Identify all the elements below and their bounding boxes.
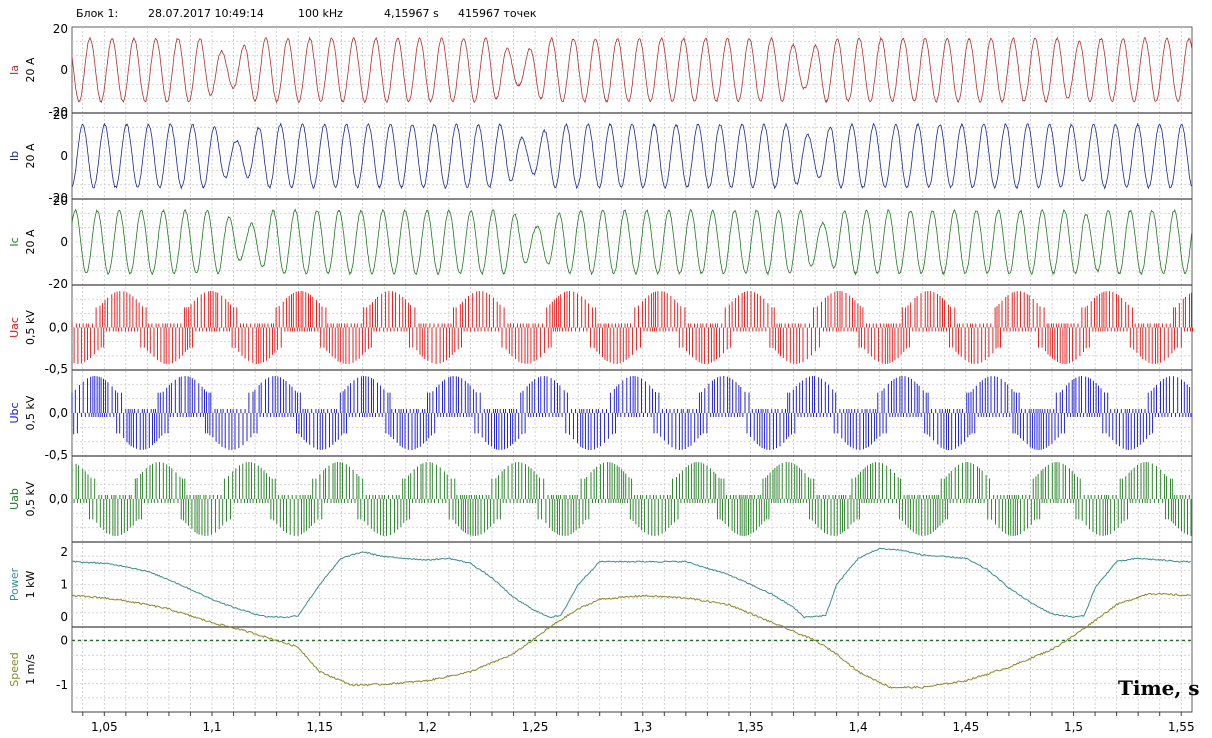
x-tick-label: 1,1 <box>202 720 221 734</box>
channel-scale-label: 20 A <box>24 57 37 82</box>
channel-name-label: Uab <box>8 488 21 510</box>
sample-rate-label: 100 kHz <box>298 7 343 20</box>
y-tick-label: 0,0 <box>49 492 68 506</box>
channel-scale-label: 0,5 kV <box>24 310 37 345</box>
header-bar: Блок 1: 28.07.2017 10:49:14 100 kHz 4,15… <box>72 7 1192 23</box>
channel-name-label: Ia <box>8 65 21 75</box>
y-tick-label: 20 <box>53 22 68 36</box>
y-tick-label: 20 <box>53 194 68 208</box>
y-tick-label: 0,0 <box>49 406 68 420</box>
y-tick-label: 0 <box>60 149 68 163</box>
channel-scale-label: 1 m/s <box>24 654 37 685</box>
x-tick-label: 1,4 <box>849 720 868 734</box>
series-line-uac <box>71 291 1194 364</box>
y-tick-label: 1 <box>60 578 68 592</box>
channel-scale-label: 0,5 kV <box>24 395 37 430</box>
y-tick-label: -1 <box>56 678 68 692</box>
y-tick-label: 20 <box>53 108 68 122</box>
x-tick-label: 1,05 <box>91 720 118 734</box>
y-tick-label: -0,5 <box>45 448 68 462</box>
y-tick-label: 2 <box>60 545 68 559</box>
series-line-ib <box>71 122 1192 190</box>
x-tick-label: 1,5 <box>1064 720 1083 734</box>
x-tick-label: 1,45 <box>952 720 979 734</box>
y-tick-label: 0 <box>60 610 68 624</box>
x-tick-label: 1,2 <box>418 720 437 734</box>
y-tick-label: -20 <box>48 105 68 119</box>
series-line-power <box>71 547 1191 619</box>
x-tick-label: 1,15 <box>306 720 333 734</box>
block-label: Блок 1: <box>76 7 119 20</box>
y-tick-label: 0,0 <box>49 321 68 335</box>
x-tick-label: 1,25 <box>522 720 549 734</box>
y-tick-label: -20 <box>48 277 68 291</box>
x-tick-label: 1,55 <box>1168 720 1195 734</box>
points-label: 415967 точек <box>458 7 537 20</box>
channel-scale-label: 20 A <box>24 229 37 254</box>
series-line-speed <box>71 592 1192 689</box>
channel-scale-label: 1 kW <box>24 571 37 599</box>
x-tick-label: 1,35 <box>737 720 764 734</box>
series-line-uab <box>71 462 1192 536</box>
channel-name-label: Uac <box>8 317 21 338</box>
duration-label: 4,15967 s <box>384 7 439 20</box>
series-line-ic <box>71 208 1192 276</box>
y-tick-label: -20 <box>48 191 68 205</box>
channel-name-label: Ib <box>8 151 21 161</box>
series-line-ia <box>71 36 1192 104</box>
y-tick-label: -0,5 <box>45 362 68 376</box>
channel-name-label: Ic <box>8 237 21 246</box>
y-tick-label: 0 <box>60 235 68 249</box>
series-line-ubc <box>71 376 1192 450</box>
channel-name-label: Power <box>8 567 21 601</box>
channel-name-label: Speed <box>8 652 21 686</box>
channel-name-label: Ubc <box>8 402 21 423</box>
y-tick-label: 0 <box>60 633 68 647</box>
datetime-label: 28.07.2017 10:49:14 <box>148 7 264 20</box>
y-tick-label: 0 <box>60 63 68 77</box>
channel-scale-label: 0,5 kV <box>24 481 37 516</box>
time-axis-label: Time, s <box>1118 676 1200 700</box>
channel-scale-label: 20 A <box>24 143 37 168</box>
x-tick-label: 1,3 <box>633 720 652 734</box>
